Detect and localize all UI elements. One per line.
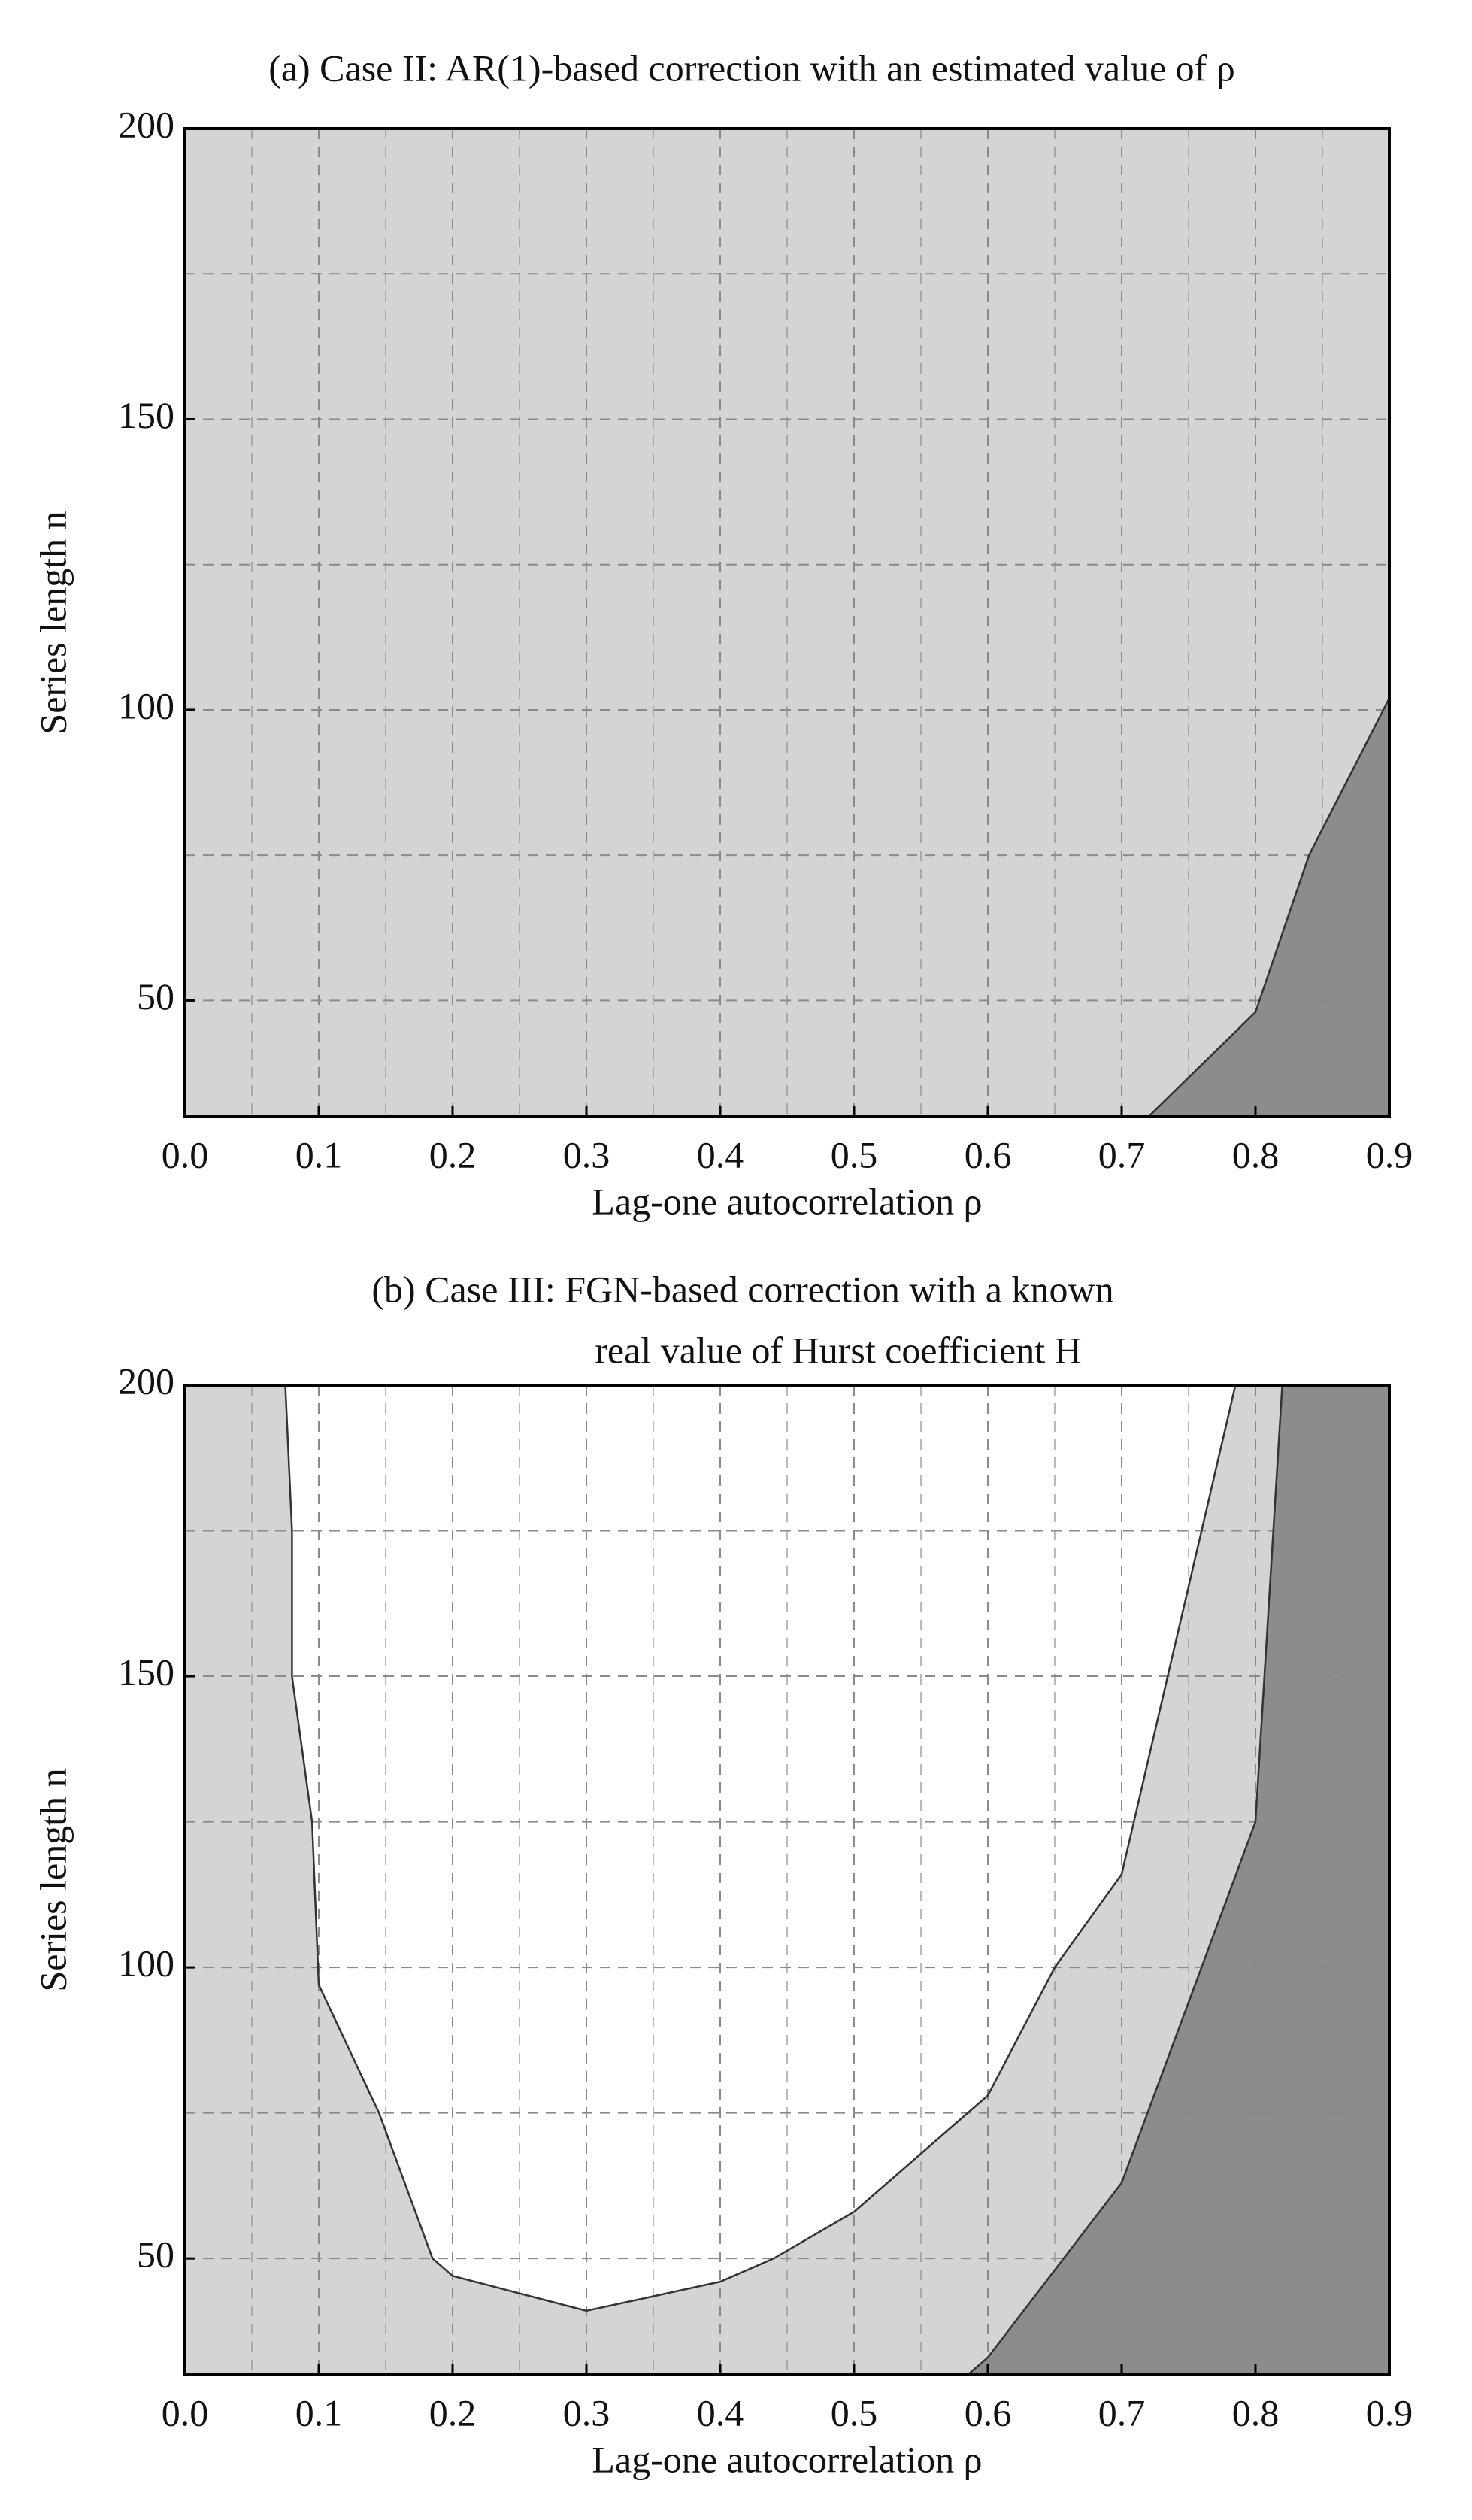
x-tick-label: 0.0 xyxy=(162,2391,209,2434)
region xyxy=(285,1385,1236,2311)
x-tick-label: 0.1 xyxy=(295,1133,343,1175)
y-tick-label: 100 xyxy=(118,1942,174,1985)
chart: 0.0 0.1 0.2 0.3 0.4 0.5 0.6 0.7 0.8 0.9 50 100 150 20… xyxy=(32,1268,1413,2480)
y-axis-label: Series length n xyxy=(32,511,74,734)
boundary-line xyxy=(1147,697,1391,1117)
chart: 0.0 0.1 0.2 0.3 0.4 0.5 0.6 0.7 0.8 0.9 50 100 150 20… xyxy=(32,47,1413,1222)
x-tick-label: 0.5 xyxy=(831,2391,878,2434)
y-tick-label: 150 xyxy=(118,394,174,436)
region xyxy=(1148,698,1389,1117)
x-tick-label: 0.3 xyxy=(563,1133,610,1175)
region xyxy=(968,1385,1389,2375)
x-tick-label: 0.8 xyxy=(1232,1133,1280,1175)
x-tick-label: 0.9 xyxy=(1366,2391,1413,2434)
x-tick-label: 0.3 xyxy=(563,2391,610,2434)
x-axis-label: Lag-one autocorrelation ρ xyxy=(592,1180,982,1222)
x-axis-label: Lag-one autocorrelation ρ xyxy=(592,2438,982,2480)
x-tick-label: 0.9 xyxy=(1366,1133,1413,1175)
boundary-line xyxy=(967,1384,1283,2376)
chart-title: (a) Case II: AR(1)-based correction with… xyxy=(268,47,1235,89)
x-tick-label: 0.6 xyxy=(965,1133,1012,1175)
x-tick-label: 0.2 xyxy=(429,2391,477,2434)
y-tick-label: 200 xyxy=(118,1360,174,1402)
x-tick-label: 0.7 xyxy=(1098,1133,1146,1175)
x-tick-label: 0.8 xyxy=(1232,2391,1280,2434)
y-tick-label: 150 xyxy=(118,1651,174,1694)
x-tick-label: 0.2 xyxy=(429,1133,477,1175)
chart-title: (b) Case III: FGN-based correction with … xyxy=(371,1268,1113,1310)
y-tick-label: 50 xyxy=(137,975,174,1017)
x-tick-label: 0.1 xyxy=(295,2391,343,2434)
x-tick-label: 0.6 xyxy=(965,2391,1012,2434)
chart-title: real value of Hurst coefficient H xyxy=(595,1329,1081,1371)
x-tick-label: 0.0 xyxy=(162,1133,209,1175)
y-tick-label: 200 xyxy=(118,103,174,145)
x-tick-label: 0.5 xyxy=(831,1133,878,1175)
plot-frame xyxy=(183,127,1391,1118)
y-axis-label: Series length n xyxy=(32,1768,74,1991)
x-tick-label: 0.7 xyxy=(1098,2391,1146,2434)
plot-frame xyxy=(183,1384,1391,2376)
boundary-line xyxy=(284,1384,1237,2312)
x-tick-label: 0.4 xyxy=(697,2391,744,2434)
y-tick-label: 100 xyxy=(118,684,174,726)
x-tick-label: 0.4 xyxy=(697,1133,744,1175)
y-tick-label: 50 xyxy=(137,2233,174,2276)
